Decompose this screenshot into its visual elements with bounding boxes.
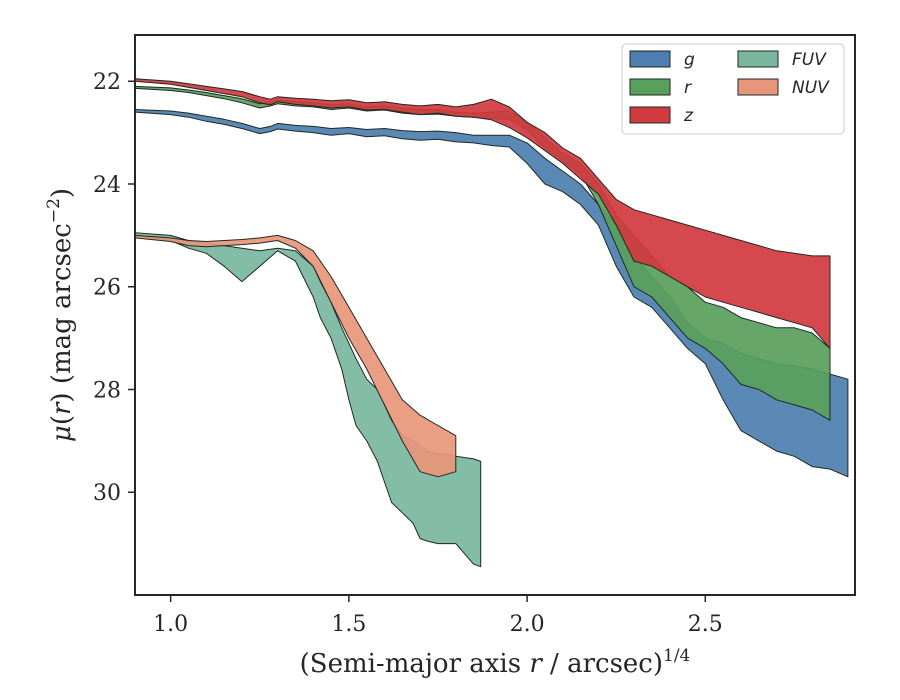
y-axis-label-end: ) — [47, 188, 77, 198]
x-tick-label: 1.5 — [331, 612, 366, 637]
plot-frame — [134, 34, 856, 596]
y-axis-label: μ(r) (mag arcsec−2) — [44, 188, 77, 442]
y-tick-label: 26 — [93, 276, 121, 301]
legend-label-r: r — [684, 78, 692, 98]
legend-swatch-r — [629, 78, 671, 96]
legend-swatch-g — [629, 50, 671, 68]
y-axis-label-close: ) (mag arcsec — [47, 223, 77, 402]
x-axis: 1.0 1.5 2.0 2.5 — [153, 595, 723, 637]
x-axis-label-var: r — [529, 649, 543, 679]
band-z — [134, 78, 831, 349]
y-tick-label: 24 — [93, 173, 121, 198]
y-axis-label-sup: −2 — [44, 198, 64, 223]
legend-swatch-nuv — [737, 78, 779, 96]
x-axis-label-sup: 1/4 — [663, 646, 690, 666]
legend-label-fuv: FUV — [792, 50, 827, 70]
band-nuv — [134, 234, 457, 478]
y-tick-label: 22 — [93, 70, 121, 95]
band-fuv — [134, 232, 482, 568]
band-g — [134, 109, 849, 478]
x-tick-label: 2.5 — [688, 612, 723, 637]
legend-label-nuv: NUV — [792, 78, 830, 98]
x-tick-label: 2.0 — [510, 612, 545, 637]
x-axis-label: (Semi-major axis r / arcsec)1/4 — [300, 646, 691, 679]
legend-frame — [621, 43, 845, 135]
band-group — [134, 78, 849, 568]
y-tick-label: 28 — [93, 378, 121, 403]
y-tick-label: 30 — [93, 481, 121, 506]
y-axis-label-open: ( — [47, 415, 77, 425]
y-axis: 22 24 26 28 30 — [93, 70, 135, 506]
x-axis-label-pre: (Semi-major axis — [300, 649, 530, 679]
legend-label-z: z — [683, 106, 694, 126]
legend-swatch-z — [629, 106, 671, 124]
x-axis-label-post: / arcsec) — [542, 649, 663, 679]
y-axis-label-var: r — [47, 401, 77, 415]
legend-swatch-fuv — [737, 50, 779, 68]
legend: grz FUV NUV — [621, 43, 845, 135]
legend-label-g: g — [684, 50, 695, 70]
y-axis-label-mu: μ — [47, 425, 77, 442]
x-tick-label: 1.0 — [153, 612, 188, 637]
